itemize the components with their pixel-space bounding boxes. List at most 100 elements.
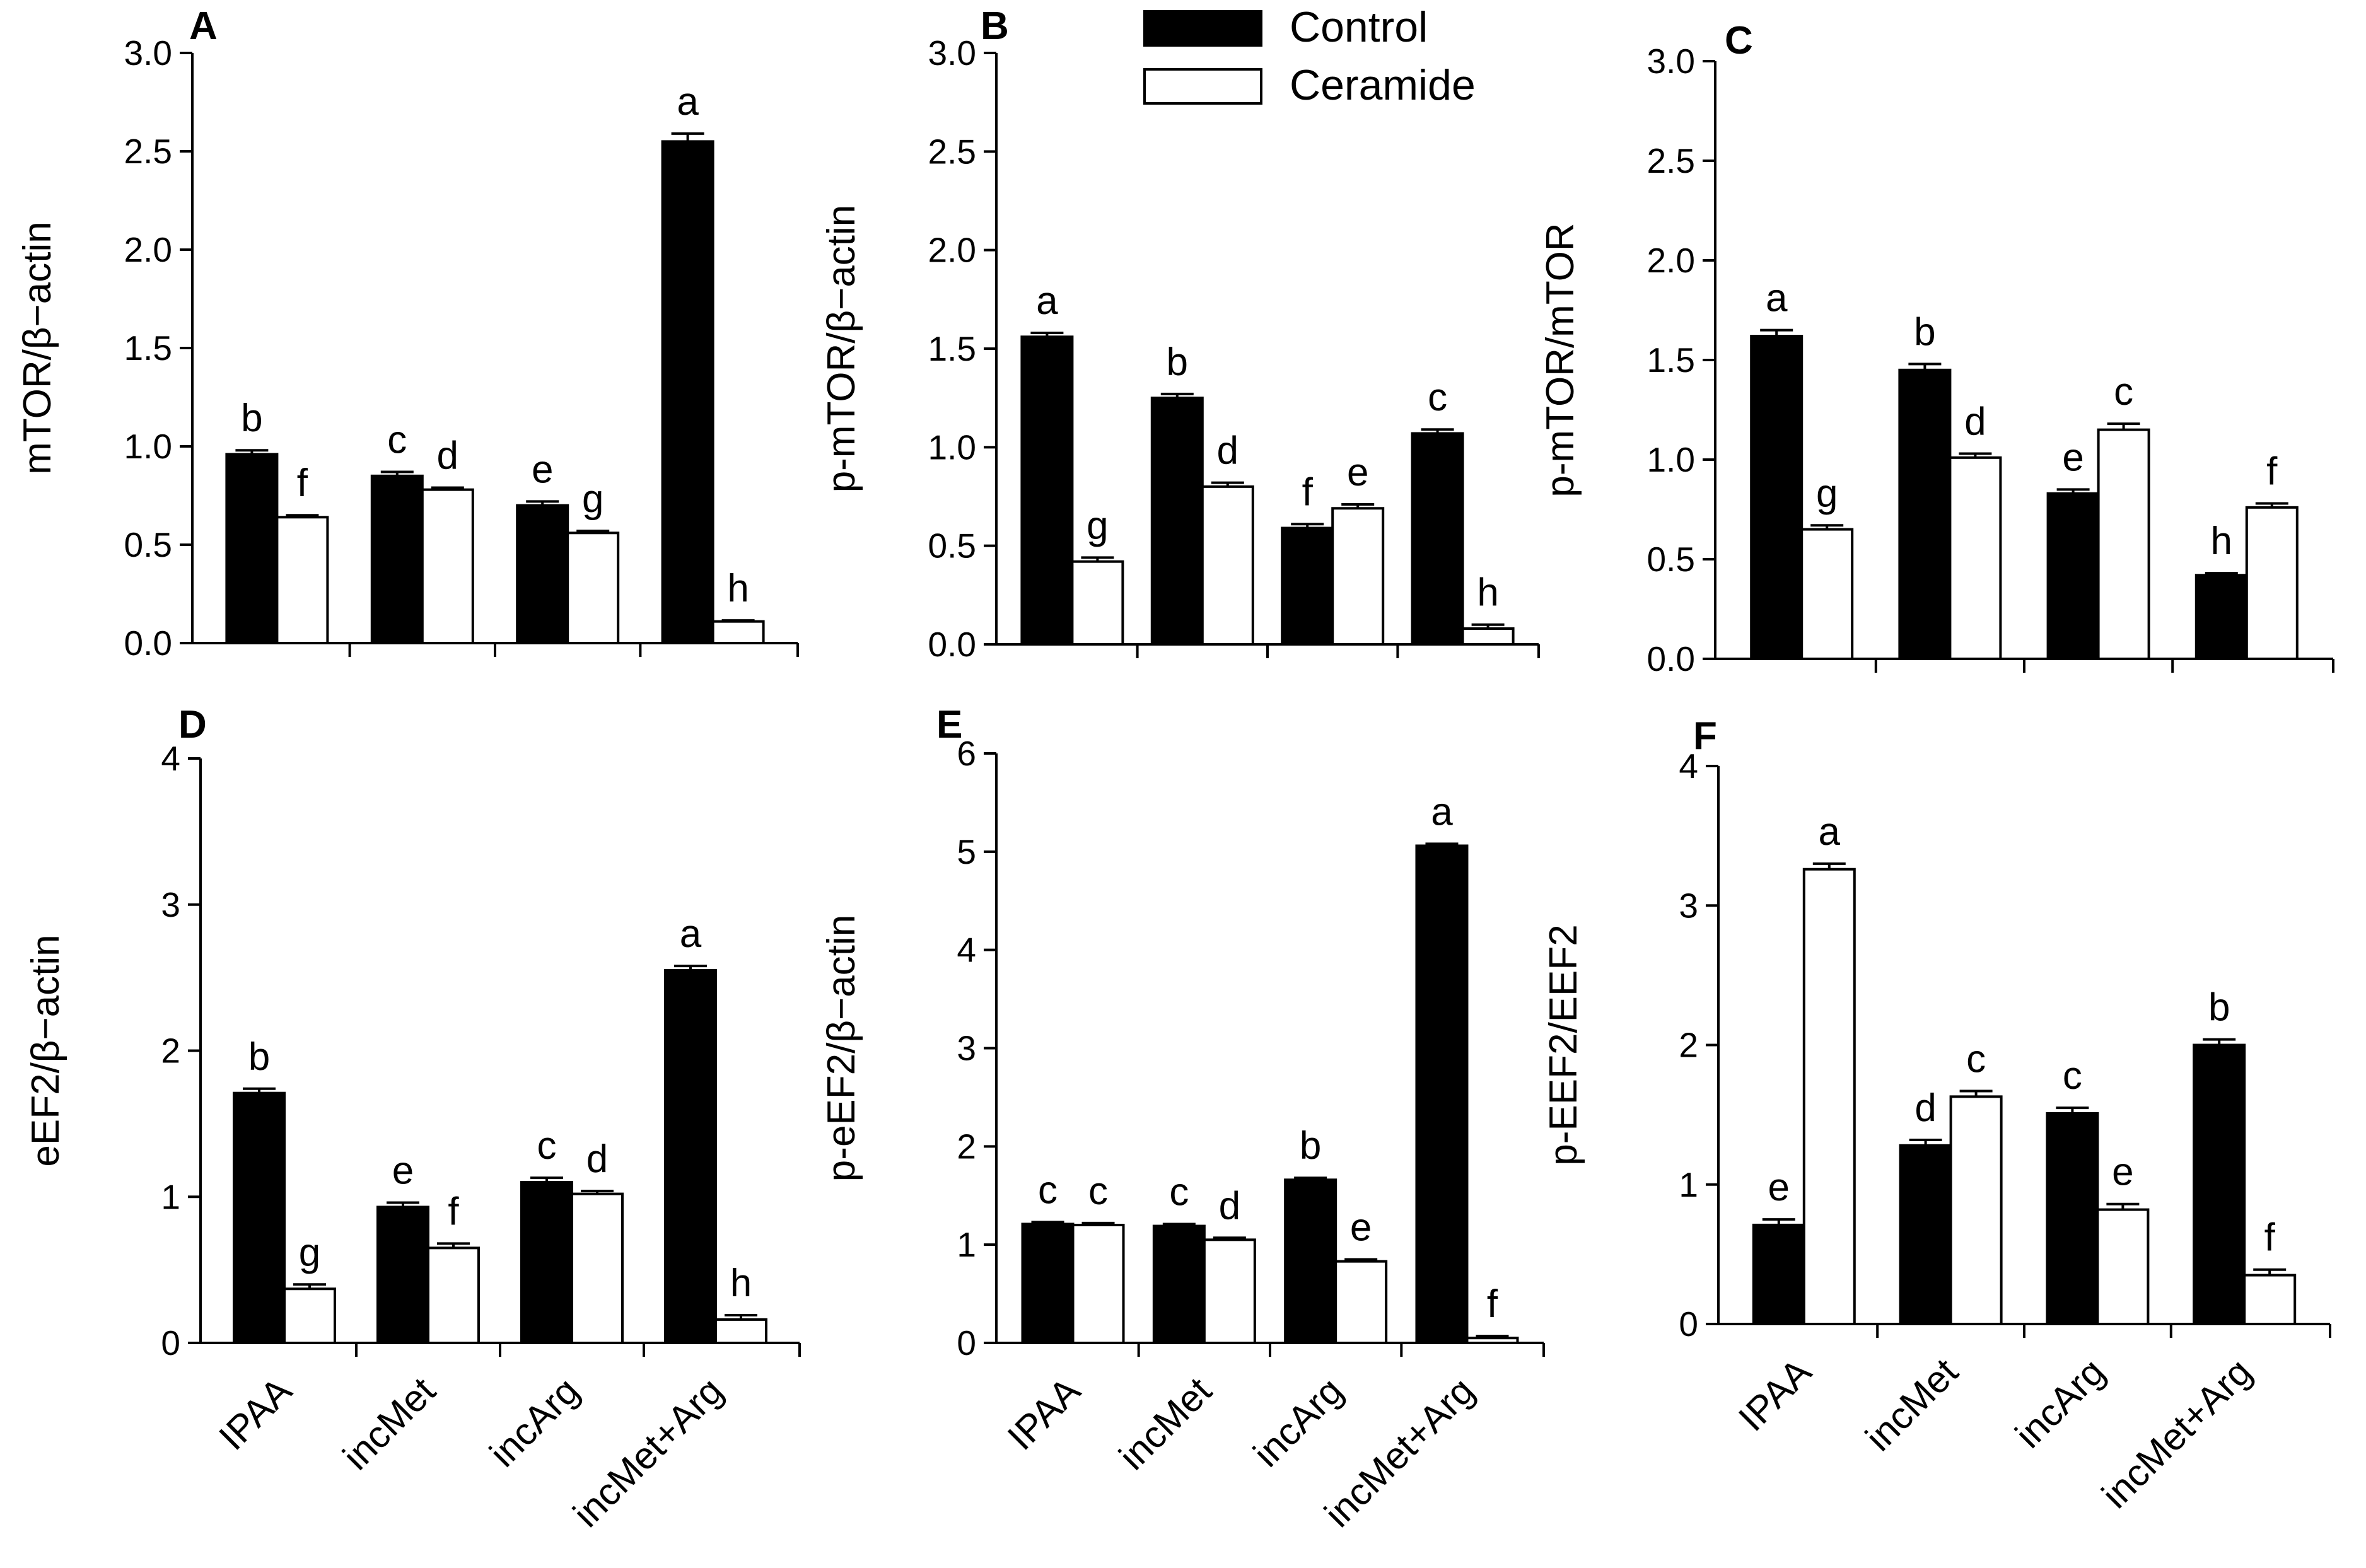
- x-category-label: incMet: [1111, 1369, 1220, 1478]
- y-tick-label: 2.5: [928, 132, 976, 171]
- y-tick-label: 2: [957, 1127, 976, 1166]
- chart-panel-b: B 0.0 0.5 1.0 1.5 2.0 2.5 3.0 p-mTOR/β−actin a g b d…: [820, 4, 1540, 664]
- legend: Control Ceramide: [1143, 3, 1476, 109]
- bar-control: [516, 504, 569, 644]
- significance-label: c: [1038, 1168, 1058, 1212]
- significance-label: c: [1088, 1170, 1108, 1213]
- bar-ceramide: [1802, 868, 1856, 1325]
- y-tick-label: 5: [957, 832, 976, 871]
- y-axis-title: eEF2/β−actin: [24, 934, 67, 1166]
- y-tick-label: 0.5: [1647, 540, 1695, 579]
- bar-ceramide: [714, 1318, 767, 1344]
- y-tick-label: 2.0: [1647, 241, 1695, 280]
- y-tick-label: 1.5: [1647, 340, 1695, 380]
- bar-ceramide: [276, 516, 329, 644]
- x-category-label: incMet+Arg: [2094, 1350, 2259, 1516]
- significance-label: h: [730, 1262, 752, 1305]
- bar-ceramide: [283, 1287, 336, 1344]
- bar-control: [1899, 1144, 1952, 1326]
- bar-control: [2046, 492, 2100, 660]
- bar-control: [225, 453, 279, 644]
- bar-control: [1411, 432, 1464, 646]
- significance-label: a: [1766, 277, 1788, 320]
- y-axis-title: p-mTOR/β−actin: [820, 205, 863, 493]
- x-category-label: incMet: [335, 1369, 444, 1478]
- bar-ceramide: [1800, 528, 1854, 660]
- significance-label: d: [1219, 1184, 1240, 1228]
- significance-label: c: [537, 1124, 557, 1168]
- bar-control: [2046, 1112, 2099, 1325]
- significance-label: c: [2114, 370, 2133, 414]
- significance-label: a: [677, 80, 699, 124]
- y-tick-label: 3.0: [928, 33, 976, 73]
- significance-label: b: [248, 1035, 270, 1079]
- chart-panel-c: C 0.0 0.5 1.0 1.5 2.0 2.5 3.0 p-mTOR/mTOR a g b d ec h…: [1539, 19, 2334, 678]
- y-tick-label: 2.5: [124, 132, 172, 171]
- panel-label: E: [936, 703, 962, 746]
- significance-label: g: [582, 477, 603, 521]
- bar-ceramide: [1331, 507, 1385, 646]
- x-category-label: IPAA: [1730, 1350, 1819, 1439]
- y-tick-label: 3.0: [1647, 42, 1695, 81]
- y-tick-label: 1: [1679, 1165, 1698, 1204]
- significance-label: d: [1217, 429, 1238, 473]
- x-category-label: incMet: [1857, 1350, 1966, 1460]
- y-tick-label: 4: [957, 931, 976, 970]
- significance-label: f: [448, 1190, 459, 1233]
- legend-swatch: [1143, 68, 1262, 105]
- significance-label: a: [1036, 279, 1058, 323]
- significance-label: g: [1087, 504, 1108, 547]
- significance-label: c: [1966, 1038, 1986, 1081]
- bar-ceramide: [1949, 1095, 2003, 1326]
- y-tick-label: 4: [161, 739, 180, 778]
- significance-label: e: [532, 448, 553, 491]
- significance-label: b: [2208, 986, 2230, 1030]
- bar-control: [1284, 1178, 1337, 1344]
- bar-ceramide: [2245, 506, 2299, 661]
- bar-control: [2193, 1043, 2246, 1325]
- significance-label: e: [1768, 1166, 1790, 1209]
- significance-label: d: [586, 1137, 608, 1181]
- y-tick-label: 3: [161, 885, 180, 924]
- panel-label: A: [189, 4, 218, 48]
- y-tick-label: 2: [161, 1031, 180, 1071]
- y-tick-label: 2: [1679, 1026, 1698, 1065]
- y-tick-label: 0: [161, 1323, 180, 1362]
- bar-ceramide: [1334, 1260, 1388, 1344]
- bar-control: [376, 1205, 429, 1345]
- significance-label: g: [1816, 472, 1838, 515]
- significance-label: e: [392, 1149, 414, 1193]
- significance-label: f: [1302, 470, 1314, 514]
- bar-control: [1021, 1222, 1075, 1344]
- y-tick-label: 0: [957, 1323, 976, 1362]
- legend-label: Control: [1290, 3, 1428, 51]
- chart-panel-d: D 0 1 2 3 4 eEF2/β−actin b g IPAA ef incMet c d incArg…: [24, 703, 801, 1535]
- panel-label: C: [1725, 19, 1753, 62]
- significance-label: c: [1428, 376, 1447, 419]
- y-tick-label: 4: [1679, 746, 1698, 786]
- bar-control: [661, 140, 714, 644]
- bar-control: [1750, 335, 1804, 661]
- bar-ceramide: [1071, 1224, 1125, 1344]
- y-tick-label: 2.5: [1647, 141, 1695, 180]
- bar-ceramide: [421, 488, 474, 645]
- y-tick-label: 0: [1679, 1304, 1698, 1344]
- bar-ceramide: [1201, 485, 1254, 646]
- y-tick-label: 2.0: [124, 230, 172, 269]
- bar-ceramide: [2096, 1208, 2150, 1325]
- bar-control: [1152, 1224, 1206, 1345]
- y-tick-label: 0.0: [1647, 639, 1695, 678]
- bar-control: [1898, 368, 1952, 660]
- significance-label: f: [2266, 450, 2278, 494]
- significance-label: d: [1964, 400, 1986, 444]
- y-tick-label: 0.5: [928, 526, 976, 566]
- x-category-label: incMet+Arg: [565, 1369, 731, 1535]
- legend-swatch: [1143, 10, 1262, 47]
- significance-label: a: [680, 912, 702, 956]
- y-axis-title: p-eEF2/β−actin: [820, 915, 863, 1182]
- significance-label: c: [387, 419, 407, 462]
- x-category-label: incArg: [482, 1369, 588, 1475]
- legend-label: Ceramide: [1290, 61, 1476, 109]
